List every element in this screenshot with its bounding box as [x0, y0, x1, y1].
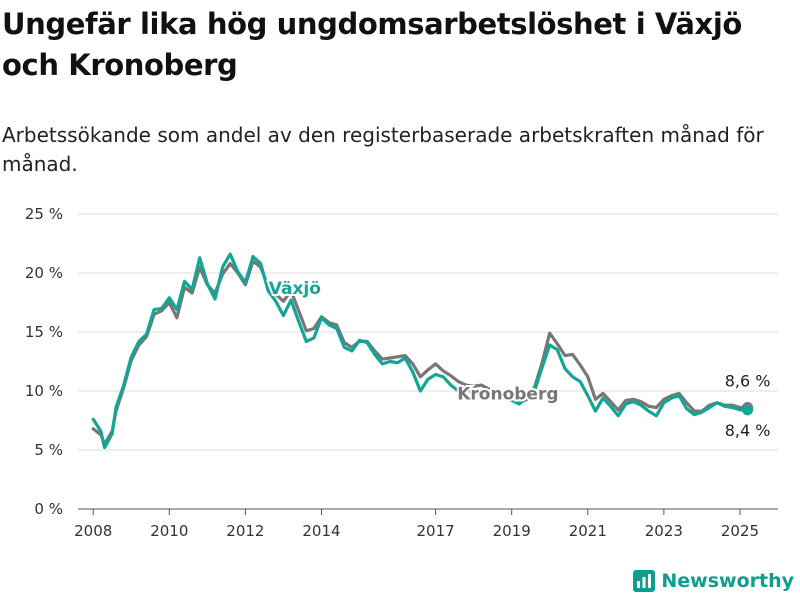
y-tick-label: 25 %	[25, 205, 63, 223]
end-label-vaxjo: 8,4 %	[725, 421, 771, 440]
y-axis: 0 % 5 % 10 % 15 % 20 % 25 %	[25, 205, 63, 518]
series-label-vaxjo: Växjö	[269, 279, 321, 299]
series-label-kronoberg: Kronoberg	[457, 384, 558, 404]
x-tick-label: 2014	[302, 522, 340, 540]
grid	[78, 213, 778, 510]
y-tick-label: 20 %	[25, 264, 63, 282]
newsworthy-icon	[633, 570, 656, 592]
y-tick-label: 5 %	[34, 441, 63, 459]
x-tick-label: 2010	[150, 522, 188, 540]
x-tick-label: 2017	[417, 522, 455, 540]
brand-logo: Newsworthy	[633, 570, 794, 592]
y-tick-label: 15 %	[25, 323, 63, 341]
y-tick-label: 10 %	[25, 382, 63, 400]
x-tick-label: 2023	[645, 522, 683, 540]
end-point-vaxjo	[742, 404, 754, 416]
chart-title: Ungefär lika hög ungdomsarbetslöshet i V…	[2, 7, 742, 82]
x-tick-label: 2012	[226, 522, 264, 540]
end-label-kronoberg: 8,6 %	[725, 371, 771, 390]
x-axis: 2008 2010 2012 2014 2017 2019 2021 2023 2025	[74, 509, 759, 540]
x-tick-label: 2008	[74, 522, 112, 540]
brand-name: Newsworthy	[661, 570, 794, 592]
x-tick-label: 2021	[569, 522, 607, 540]
labels: Växjö Kronoberg 8,6 % 8,4 %	[267, 277, 771, 440]
series-line-vaxjo	[91, 252, 750, 450]
y-tick-label: 0 %	[34, 500, 63, 518]
x-tick-label: 2025	[721, 522, 759, 540]
series	[91, 252, 754, 450]
x-tick-label: 2019	[493, 522, 531, 540]
chart-subtitle: Arbetssökande som andel av den registerb…	[2, 123, 764, 176]
